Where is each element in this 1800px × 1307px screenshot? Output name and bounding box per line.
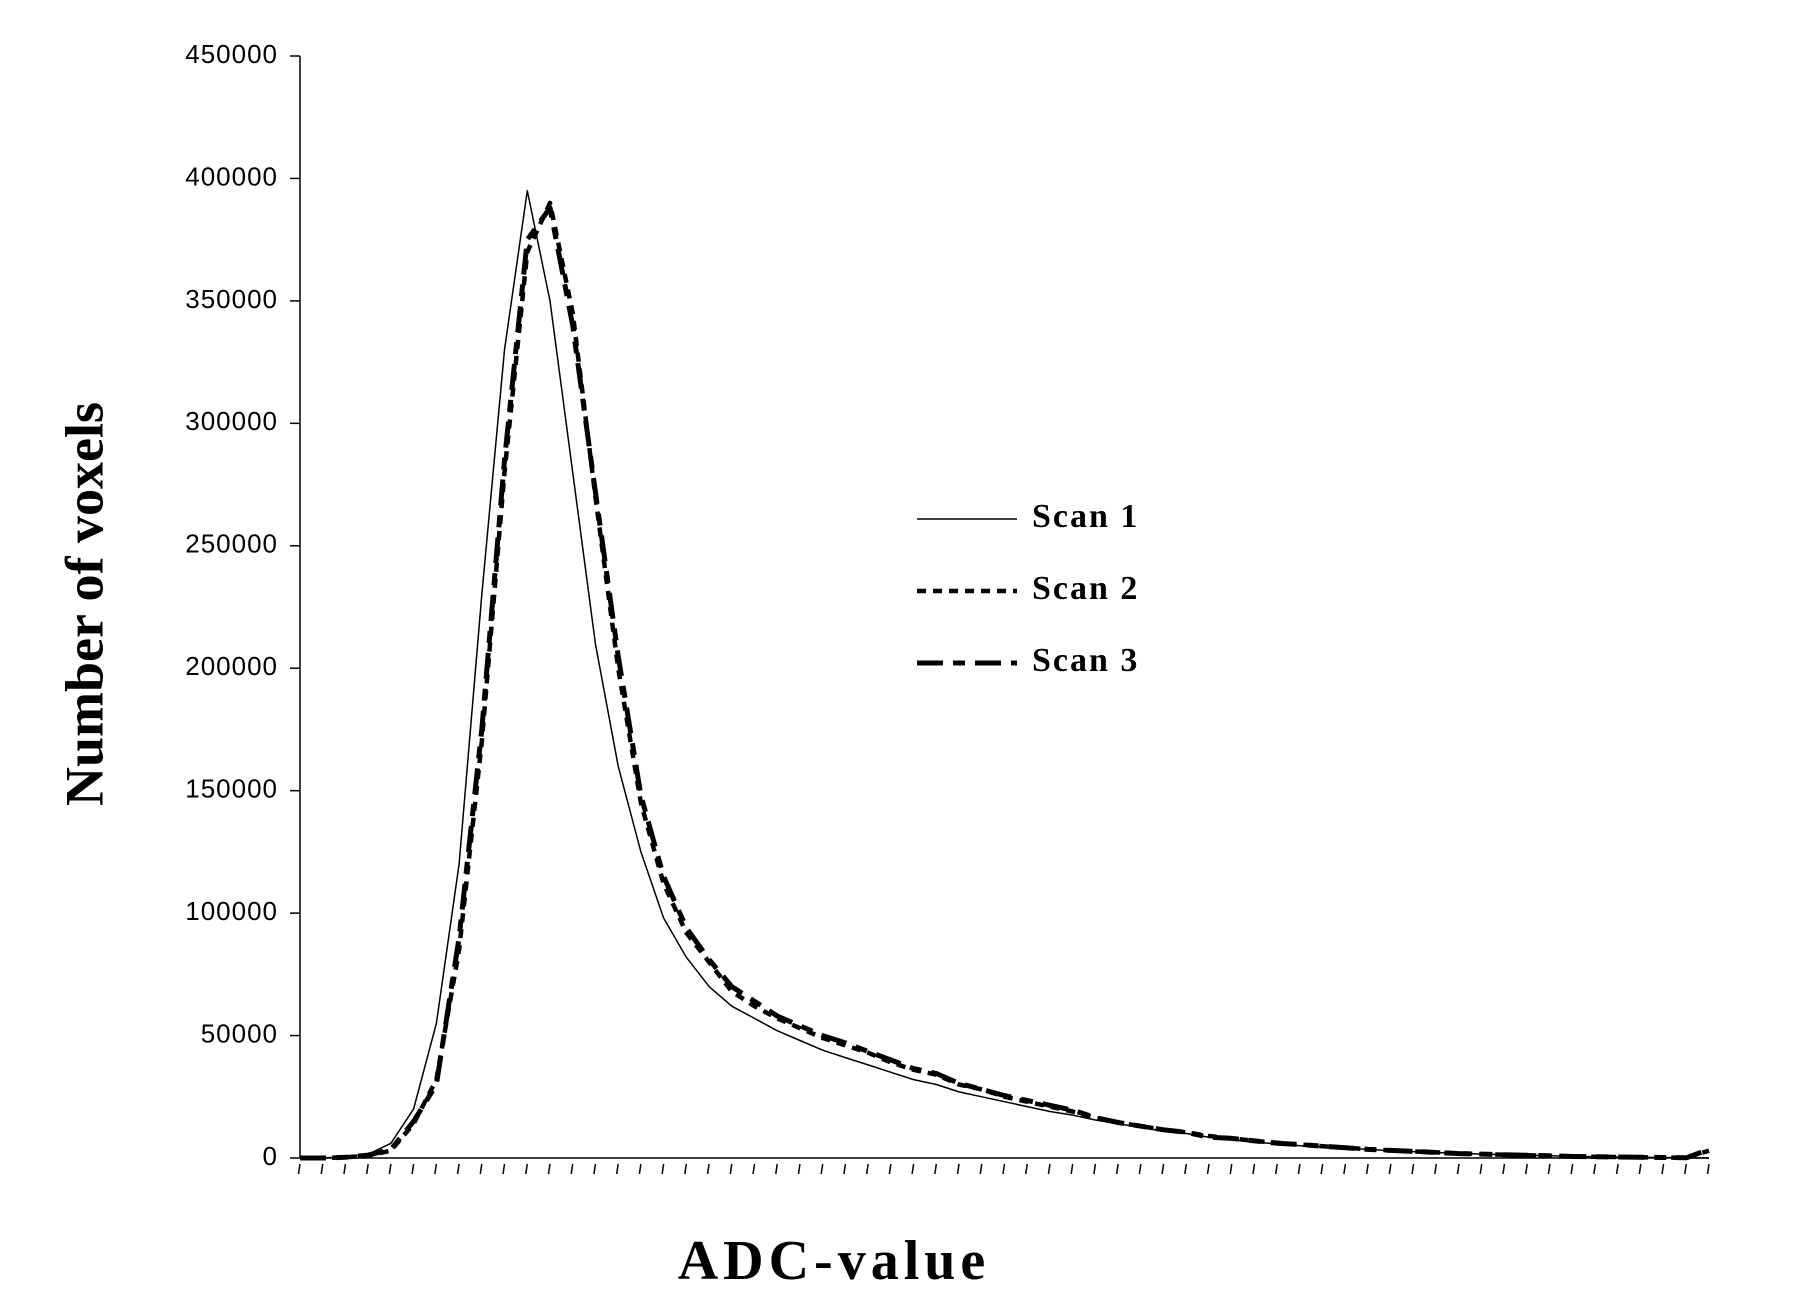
x-tick [1252, 1163, 1256, 1175]
x-tick [1274, 1163, 1278, 1175]
x-tick [570, 1163, 574, 1175]
x-tick [1593, 1163, 1597, 1175]
y-tick-label: 300000 [185, 406, 278, 436]
x-tick [1047, 1163, 1051, 1175]
x-tick [1343, 1163, 1347, 1175]
x-tick [1706, 1163, 1710, 1175]
x-tick [1161, 1163, 1165, 1175]
x-tick [1206, 1163, 1210, 1175]
x-tick [1320, 1163, 1324, 1175]
x-tick [525, 1163, 528, 1175]
y-axis-label: Number of voxels [54, 402, 114, 806]
x-tick [456, 1163, 460, 1175]
x-tick [911, 1163, 915, 1175]
x-tick [843, 1163, 847, 1175]
x-tick [752, 1163, 756, 1175]
x-tick [729, 1163, 733, 1175]
legend-label: Scan 1 [1032, 498, 1139, 535]
series-line [300, 189, 1710, 1159]
x-tick [1411, 1163, 1415, 1175]
x-tick [1002, 1163, 1006, 1175]
x-tick [934, 1163, 938, 1175]
x-tick [1138, 1163, 1142, 1175]
x-tick [820, 1163, 824, 1175]
x-tick [775, 1163, 778, 1175]
x-tick [888, 1163, 892, 1175]
x-tick [1479, 1163, 1483, 1175]
x-tick [661, 1163, 665, 1175]
x-tick [1434, 1163, 1438, 1175]
x-tick [1661, 1163, 1665, 1175]
x-tick [388, 1163, 392, 1175]
x-tick [343, 1163, 347, 1175]
x-tick [1229, 1163, 1233, 1175]
x-tick [1024, 1163, 1028, 1175]
x-tick [1070, 1163, 1074, 1175]
x-tick [502, 1163, 506, 1175]
x-tick [638, 1163, 642, 1175]
x-tick [956, 1163, 960, 1175]
y-tick-label: 250000 [185, 529, 278, 559]
y-tick-label: 150000 [185, 774, 278, 804]
series-line [300, 205, 1710, 1161]
x-tick [1365, 1163, 1369, 1175]
x-tick [365, 1163, 369, 1175]
x-tick [320, 1163, 324, 1175]
x-tick [297, 1163, 301, 1175]
legend-label: Scan 3 [1032, 642, 1139, 679]
x-tick [979, 1163, 983, 1175]
x-tick [1184, 1163, 1188, 1175]
y-tick-label: 350000 [185, 284, 278, 314]
y-tick-label: 400000 [185, 161, 278, 191]
x-tick [1684, 1163, 1688, 1175]
x-tick [1388, 1163, 1392, 1175]
x-tick [615, 1163, 619, 1175]
y-tick-label: 0 [263, 1141, 278, 1171]
x-tick [1524, 1163, 1528, 1175]
x-tick [479, 1163, 483, 1175]
y-tick-label: 450000 [185, 39, 278, 69]
legend-label: Scan 2 [1032, 570, 1139, 607]
x-tick [706, 1163, 710, 1175]
x-tick [593, 1163, 597, 1175]
x-tick [1093, 1163, 1097, 1175]
x-tick [865, 1163, 869, 1175]
x-tick [1570, 1163, 1574, 1175]
x-tick [547, 1163, 551, 1175]
x-tick [1615, 1163, 1619, 1175]
x-tick [434, 1163, 438, 1175]
x-tick [411, 1163, 415, 1175]
x-tick [1638, 1163, 1642, 1175]
x-tick [1502, 1163, 1506, 1175]
x-tick [1547, 1163, 1551, 1175]
y-tick-label: 50000 [201, 1018, 278, 1048]
series-line [300, 200, 1710, 1161]
x-tick [684, 1163, 688, 1175]
y-tick-label: 200000 [185, 651, 278, 681]
x-tick [797, 1163, 801, 1175]
x-tick [1456, 1163, 1460, 1175]
y-tick-label: 100000 [185, 896, 278, 926]
x-axis-label: ADC-value [678, 1230, 991, 1292]
x-tick [1115, 1163, 1119, 1175]
x-tick [1297, 1163, 1301, 1175]
